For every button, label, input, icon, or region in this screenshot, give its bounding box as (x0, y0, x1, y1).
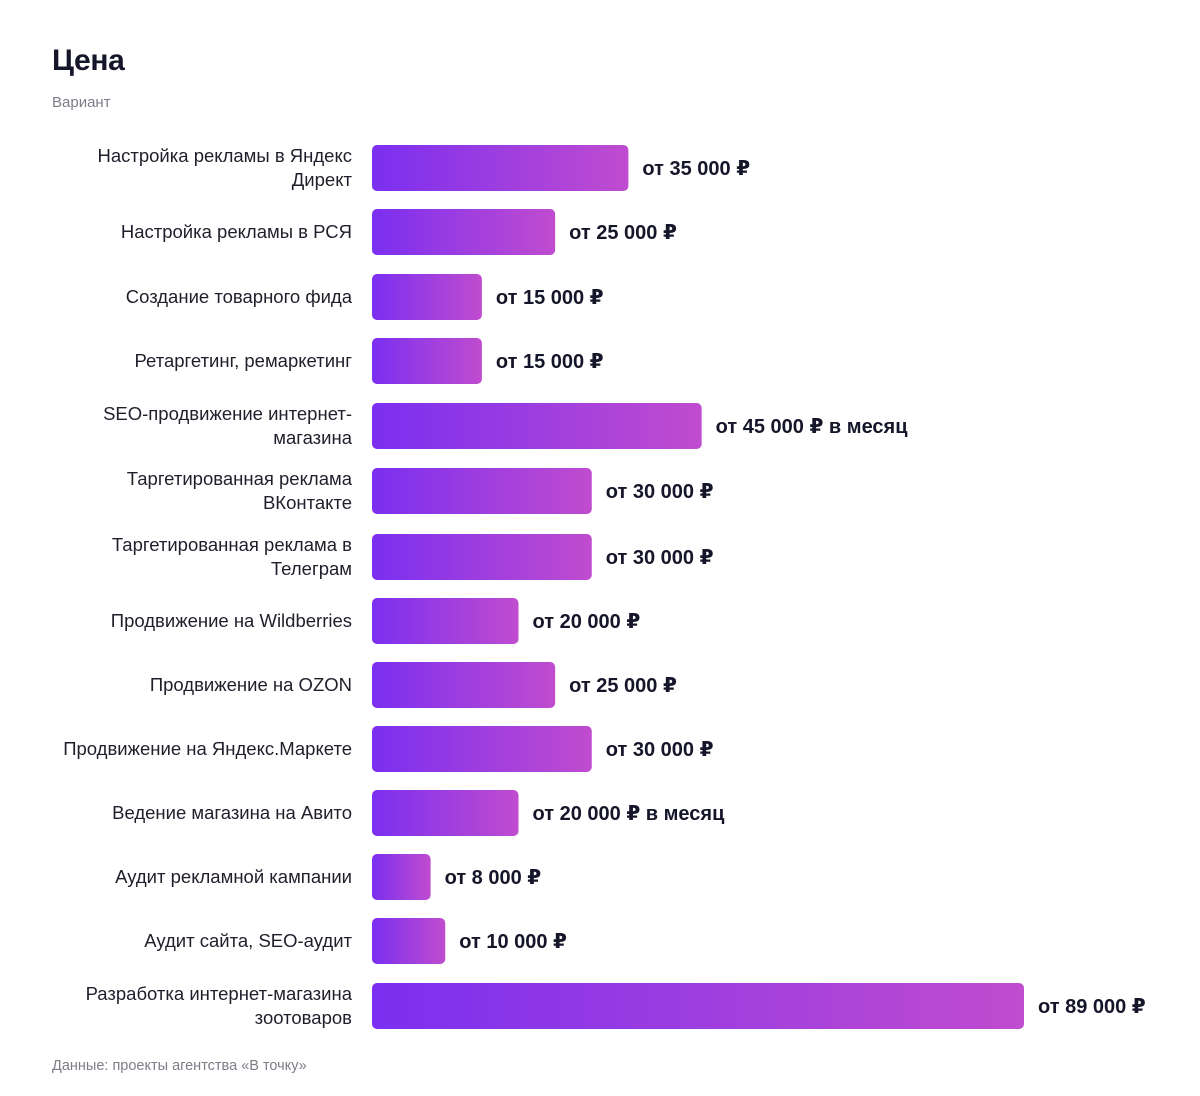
category-label: Аудит сайта, SEO-аудит (144, 930, 352, 951)
value-label: от 30 000 ₽ (606, 547, 714, 569)
category-label: Продвижение на Wildberries (111, 610, 352, 631)
category-label: Ведение магазина на Авито (112, 802, 352, 823)
category-label: Настройка рекламы в Яндекс Директ (97, 145, 352, 190)
category-label: SEO-продвижение интернет-магазина (103, 403, 353, 448)
category-label: Таргетированная реклама ВКонтакте (127, 468, 353, 513)
bar (372, 468, 592, 514)
value-label: от 20 000 ₽ (533, 611, 641, 633)
value-label: от 20 000 ₽ в месяц (533, 803, 726, 825)
chart-title: Цена (52, 44, 125, 77)
value-label: от 15 000 ₽ (496, 287, 604, 309)
bar (372, 726, 592, 772)
value-label: от 89 000 ₽ (1038, 996, 1146, 1018)
category-label: Продвижение на OZON (150, 674, 352, 695)
bar (372, 274, 482, 320)
value-label: от 45 000 ₽ в месяц (716, 416, 909, 438)
chart-source: Данные: проекты агентства «В точку» (52, 1058, 307, 1074)
value-label: от 25 000 ₽ (569, 222, 677, 244)
bar (372, 918, 446, 964)
value-label: от 10 000 ₽ (459, 931, 567, 953)
category-label: Аудит рекламной кампании (115, 866, 352, 887)
bar (372, 983, 1024, 1029)
bar (372, 145, 629, 191)
bar (372, 403, 702, 449)
value-label: от 30 000 ₽ (606, 739, 714, 761)
bar (372, 854, 431, 900)
category-label: Таргетированная реклама в Телеграм (112, 534, 352, 579)
bar (372, 209, 556, 255)
bar (372, 338, 482, 384)
chart-subtitle: Вариант (52, 94, 111, 111)
category-label: Создание товарного фида (126, 286, 353, 307)
category-label: Продвижение на Яндекс.Маркете (63, 738, 352, 759)
value-label: от 25 000 ₽ (569, 675, 677, 697)
bar (372, 534, 592, 580)
bar (372, 662, 556, 708)
category-label: Разработка интернет-магазина зоотоваров (86, 983, 353, 1028)
value-label: от 15 000 ₽ (496, 351, 604, 373)
value-label: от 35 000 ₽ (642, 158, 750, 180)
bars-group: Настройка рекламы в Яндекс Директ от 35 00… (63, 145, 1146, 1029)
category-label: Ретаргетинг, ремаркетинг (135, 350, 353, 371)
value-label: от 30 000 ₽ (606, 481, 714, 503)
bar (372, 790, 519, 836)
bar (372, 598, 519, 644)
value-label: от 8 000 ₽ (445, 867, 542, 889)
category-label: Настройка рекламы в РСЯ (121, 221, 352, 242)
